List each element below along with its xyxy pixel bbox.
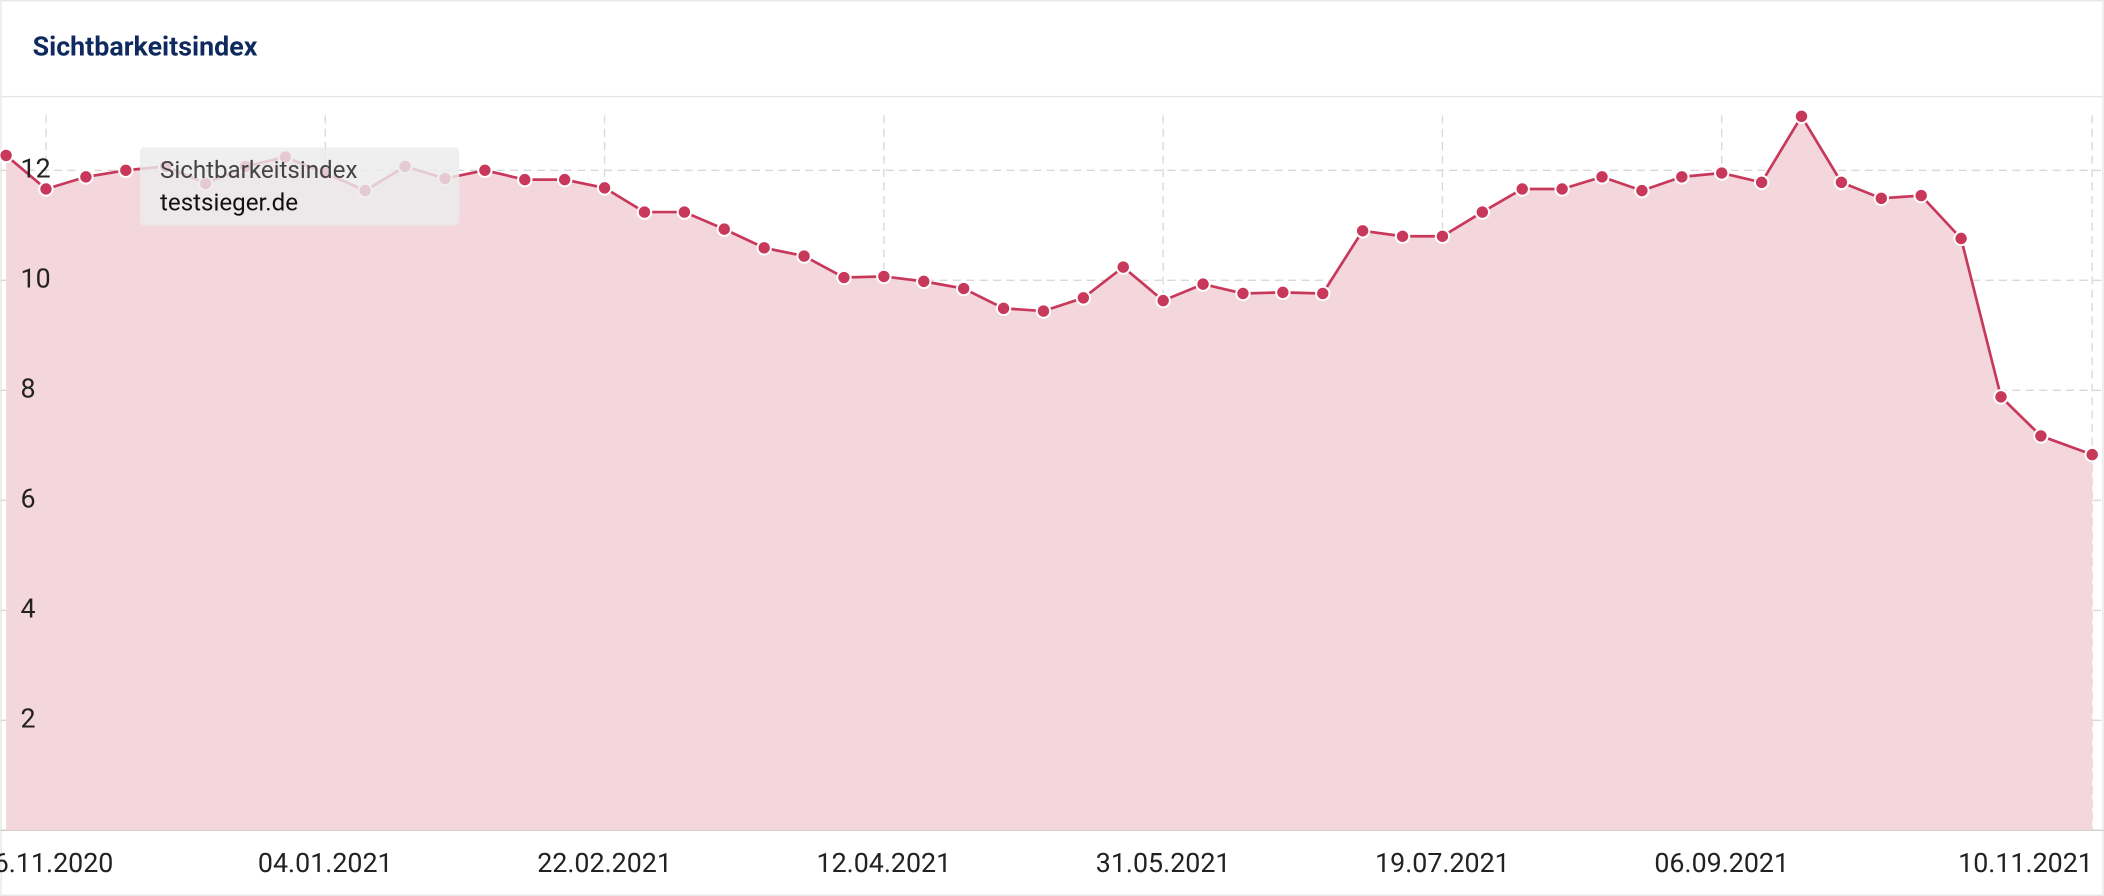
point bbox=[118, 162, 134, 178]
x-tick-label: 22.02.2021 bbox=[537, 847, 672, 879]
point bbox=[1913, 187, 1929, 204]
point bbox=[1155, 292, 1171, 309]
y-tick-label: 10 bbox=[21, 262, 51, 294]
point bbox=[1554, 181, 1570, 197]
point bbox=[716, 221, 732, 237]
point bbox=[556, 171, 573, 188]
point bbox=[916, 273, 932, 290]
point bbox=[1793, 108, 1810, 125]
point bbox=[1394, 228, 1411, 244]
tooltip-box bbox=[139, 147, 460, 226]
tooltip-label: testsieger.de bbox=[160, 188, 298, 216]
point bbox=[1115, 259, 1131, 275]
point bbox=[38, 181, 54, 197]
point bbox=[596, 180, 613, 196]
point bbox=[676, 204, 693, 220]
chart-title: Sichtbarkeitsindex bbox=[33, 30, 258, 62]
y-tick-label: 4 bbox=[21, 592, 36, 624]
point bbox=[1235, 285, 1251, 302]
point bbox=[0, 147, 14, 164]
point bbox=[1953, 230, 1969, 247]
point bbox=[477, 162, 493, 178]
point bbox=[636, 204, 653, 220]
point bbox=[1275, 284, 1291, 301]
point bbox=[78, 169, 94, 185]
x-tick-label: 06.09.2021 bbox=[1654, 847, 1789, 879]
x-tick-label: 04.01.2021 bbox=[258, 847, 393, 879]
x-tick-label: 10.11.2021 bbox=[1958, 847, 2093, 879]
x-tick-label: 19.07.2021 bbox=[1375, 847, 1510, 879]
point bbox=[2033, 428, 2049, 444]
y-tick-label: 12 bbox=[21, 152, 51, 184]
point bbox=[1753, 174, 1770, 191]
point bbox=[876, 268, 892, 285]
x-tick-label: 16.11.2020 bbox=[0, 847, 113, 879]
point bbox=[836, 269, 852, 286]
y-tick-label: 2 bbox=[21, 702, 36, 734]
x-tick-label: 31.05.2021 bbox=[1096, 847, 1231, 879]
y-tick-label: 8 bbox=[21, 372, 36, 404]
point bbox=[796, 248, 812, 264]
x-tick-label: 12.04.2021 bbox=[817, 847, 952, 879]
point bbox=[1873, 190, 1890, 207]
point bbox=[1514, 181, 1530, 197]
point bbox=[1714, 165, 1730, 181]
point bbox=[995, 300, 1012, 317]
area bbox=[6, 116, 2093, 831]
point bbox=[517, 171, 533, 188]
point bbox=[1035, 303, 1052, 319]
point bbox=[1634, 182, 1650, 199]
point bbox=[1674, 169, 1690, 185]
tooltip: Sichtbarkeitsindex testsieger.de bbox=[139, 147, 460, 226]
point bbox=[1195, 276, 1211, 292]
point bbox=[1075, 290, 1092, 306]
point bbox=[955, 280, 972, 297]
point bbox=[1434, 228, 1451, 244]
point bbox=[1833, 174, 1850, 191]
tooltip-title: Sichtbarkeitsindex bbox=[160, 156, 357, 184]
point bbox=[756, 240, 772, 256]
point bbox=[1474, 204, 1491, 220]
point bbox=[1594, 169, 1610, 185]
labels: 2 4 6 8 10 12 16.11.2020 04.01.2021 22.02.2021 12… bbox=[0, 152, 2093, 879]
point bbox=[1354, 223, 1371, 239]
point bbox=[1993, 389, 2009, 405]
point bbox=[2084, 446, 2100, 463]
point bbox=[1315, 285, 1331, 302]
y-tick-label: 6 bbox=[21, 482, 36, 514]
